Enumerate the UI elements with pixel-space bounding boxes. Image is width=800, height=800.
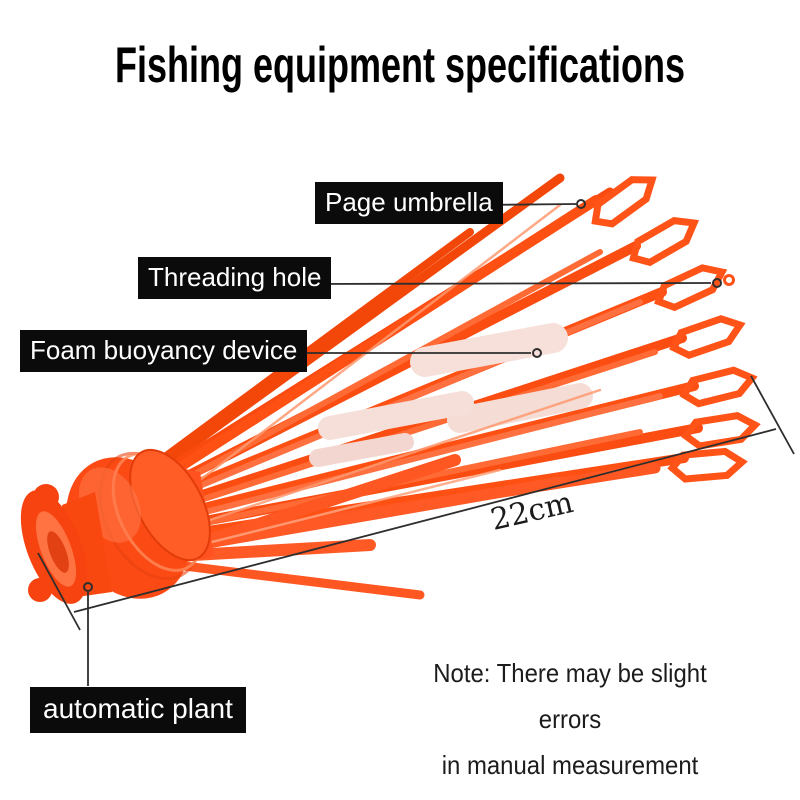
dimension-tick-left (37, 552, 81, 631)
callout-dot-page-umbrella (576, 199, 586, 209)
threading-hole-ring (723, 274, 735, 286)
callout-dot-automatic-plant (83, 582, 93, 592)
measurement-note: Note: There may be slight errors in manu… (399, 650, 741, 788)
dimension-line (73, 428, 777, 613)
callout-dot-threading-hole (712, 278, 722, 288)
label-threading-hole: Threading hole (138, 257, 332, 299)
callout-dot-foam (532, 348, 542, 358)
label-page-umbrella: Page umbrella (315, 182, 503, 224)
label-foam-buoyancy-device: Foam buoyancy device (20, 330, 308, 372)
base-cap (20, 448, 214, 604)
dimension-line-group (37, 375, 795, 631)
callout-line-threading-hole (307, 282, 712, 285)
page-title: Fishing equipment specifications (114, 37, 686, 93)
foam-buoyancy-segments (309, 323, 593, 467)
callout-lines (83, 199, 722, 686)
rib-highlights (198, 203, 602, 547)
label-automatic-plant: automatic plant (30, 687, 246, 733)
note-line-2: in manual measurement (441, 750, 699, 780)
dimension-tick-right (750, 375, 795, 455)
note-line-1: Note: There may be slight errors (433, 658, 707, 734)
